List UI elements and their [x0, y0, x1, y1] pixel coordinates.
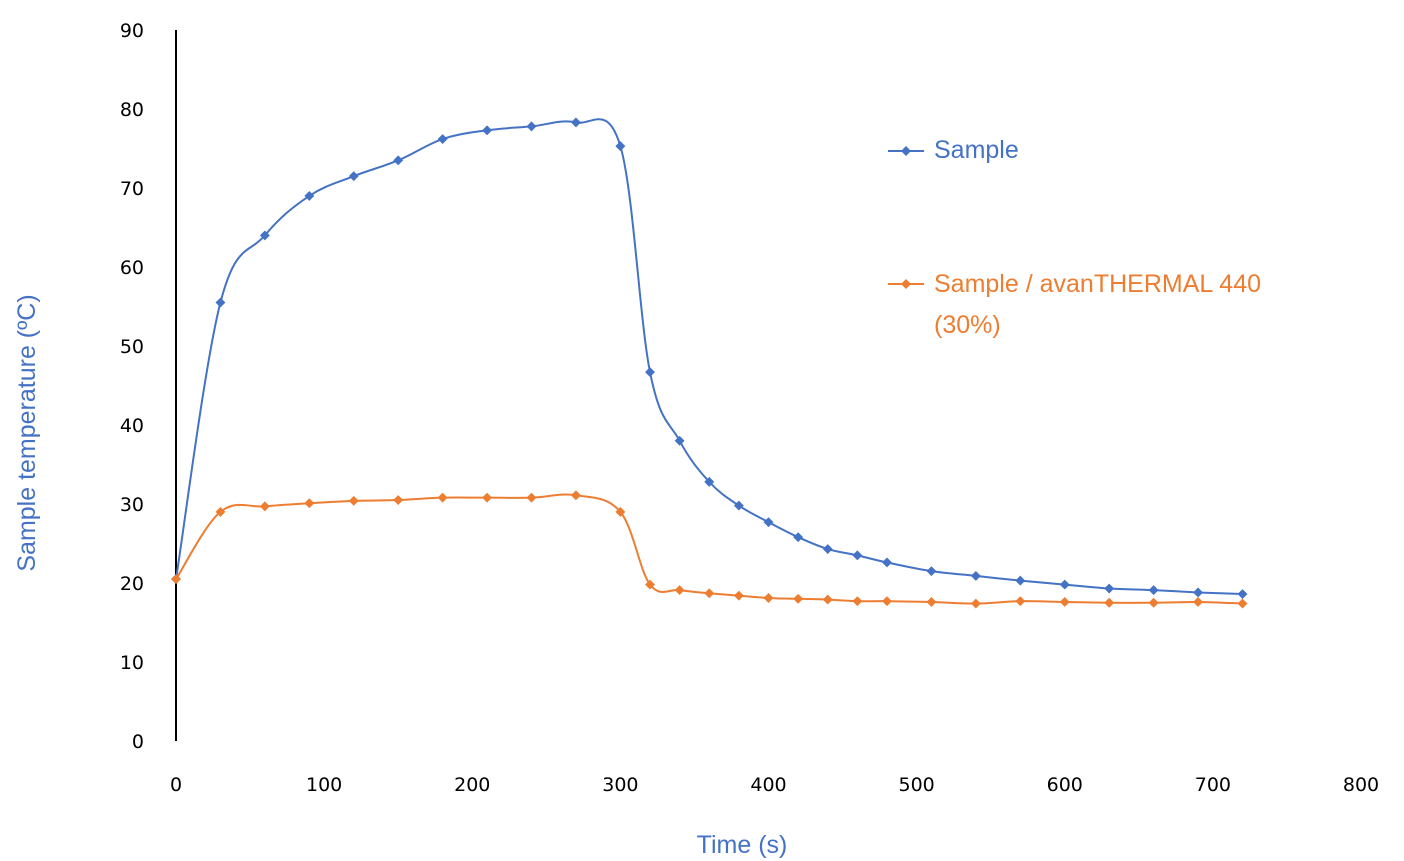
data-point-marker [882, 596, 892, 607]
data-point-marker [171, 574, 181, 584]
data-point-marker [1015, 596, 1026, 607]
data-point-marker [348, 171, 359, 182]
data-point-marker [215, 297, 226, 308]
data-point-marker [1237, 589, 1248, 600]
data-point-marker [926, 566, 937, 577]
x-axis-title: Time (s) [697, 831, 788, 859]
y-tick-label: 90 [120, 20, 144, 42]
y-tick-label: 0 [132, 731, 144, 753]
x-tick-label: 500 [898, 774, 934, 796]
data-point-marker [970, 598, 981, 609]
x-tick-label: 100 [306, 774, 342, 796]
data-point-marker [437, 492, 448, 503]
data-point-marker [348, 495, 359, 506]
legend-marker-sample [901, 146, 911, 156]
data-point-marker [1193, 597, 1204, 607]
data-point-marker [763, 593, 774, 603]
data-point-marker [926, 597, 937, 607]
data-point-marker [615, 506, 626, 517]
legend-label-sample: Sample [934, 136, 1019, 164]
x-tick-label: 300 [602, 774, 638, 796]
data-point-marker [822, 594, 833, 605]
series-line [175, 118, 1243, 596]
legend-marker-avanthermal [901, 279, 911, 289]
legend: Sample Sample / avanTHERMAL 440 (30%) [888, 136, 1261, 339]
y-tick-label: 70 [120, 178, 144, 200]
x-tick-label: 600 [1047, 774, 1083, 796]
data-point-marker [704, 476, 715, 487]
data-point-marker [570, 117, 581, 128]
data-point-marker [882, 557, 892, 568]
data-point-marker [570, 490, 581, 501]
y-tick-label: 20 [120, 573, 144, 595]
y-axis-ticks: 0 10 20 30 40 50 60 70 80 90 [120, 20, 144, 753]
x-tick-label: 700 [1195, 774, 1231, 796]
x-tick-label: 200 [454, 774, 490, 796]
data-point-marker [733, 500, 744, 511]
data-point-marker [526, 121, 537, 132]
x-axis-ticks: 0 100 200 300 400 500 600 700 800 [170, 774, 1379, 796]
legend-label-avanthermal-line2: (30%) [934, 311, 1001, 339]
data-point-marker [259, 501, 270, 512]
data-point-marker [304, 190, 315, 201]
data-point-marker [215, 506, 226, 517]
data-point-marker [615, 141, 626, 152]
data-point-marker [393, 155, 404, 166]
data-point-marker [1237, 598, 1248, 609]
x-tick-label: 400 [750, 774, 786, 796]
data-point-marker [733, 590, 744, 601]
data-point-marker [822, 544, 833, 554]
y-tick-label: 50 [120, 336, 144, 358]
data-point-marker [393, 495, 404, 505]
y-tick-label: 30 [120, 494, 144, 516]
data-point-marker [852, 550, 863, 561]
data-point-marker [674, 435, 685, 446]
data-point-marker [852, 596, 863, 607]
data-point-marker [645, 579, 655, 590]
data-point-marker [526, 492, 537, 503]
data-point-marker [304, 498, 315, 509]
y-axis-title: Sample temperature (ºC) [13, 294, 41, 571]
data-point-marker [1193, 587, 1204, 598]
data-point-marker [763, 517, 774, 528]
data-point-marker [1059, 597, 1070, 607]
data-point-marker [1059, 579, 1070, 590]
y-tick-label: 80 [120, 99, 144, 121]
series-sample [171, 117, 1248, 600]
data-point-marker [793, 593, 804, 604]
data-point-marker [482, 492, 493, 503]
legend-label-avanthermal-line1: Sample / avanTHERMAL 440 [934, 270, 1261, 298]
data-point-marker [704, 588, 715, 599]
data-point-marker [970, 570, 981, 581]
data-point-marker [793, 532, 804, 543]
data-point-marker [259, 230, 270, 241]
series-avanthermal [171, 490, 1248, 609]
legend-item-sample: Sample [888, 136, 1019, 164]
legend-item-avanthermal: Sample / avanTHERMAL 440 (30%) [888, 270, 1261, 339]
series-line [175, 493, 1243, 605]
data-point-marker [482, 125, 493, 136]
data-point-marker [674, 585, 685, 596]
data-point-marker [1015, 575, 1026, 586]
data-point-marker [1104, 583, 1115, 594]
data-point-marker [1148, 585, 1159, 596]
series-layer [171, 117, 1248, 609]
x-tick-label: 800 [1343, 774, 1379, 796]
data-point-marker [645, 367, 655, 378]
y-tick-label: 60 [120, 257, 144, 279]
data-point-marker [1148, 597, 1159, 608]
y-tick-label: 40 [120, 415, 144, 437]
data-point-marker [1104, 597, 1115, 608]
data-point-marker [437, 134, 448, 144]
y-tick-label: 10 [120, 652, 144, 674]
x-tick-label: 0 [170, 774, 182, 796]
